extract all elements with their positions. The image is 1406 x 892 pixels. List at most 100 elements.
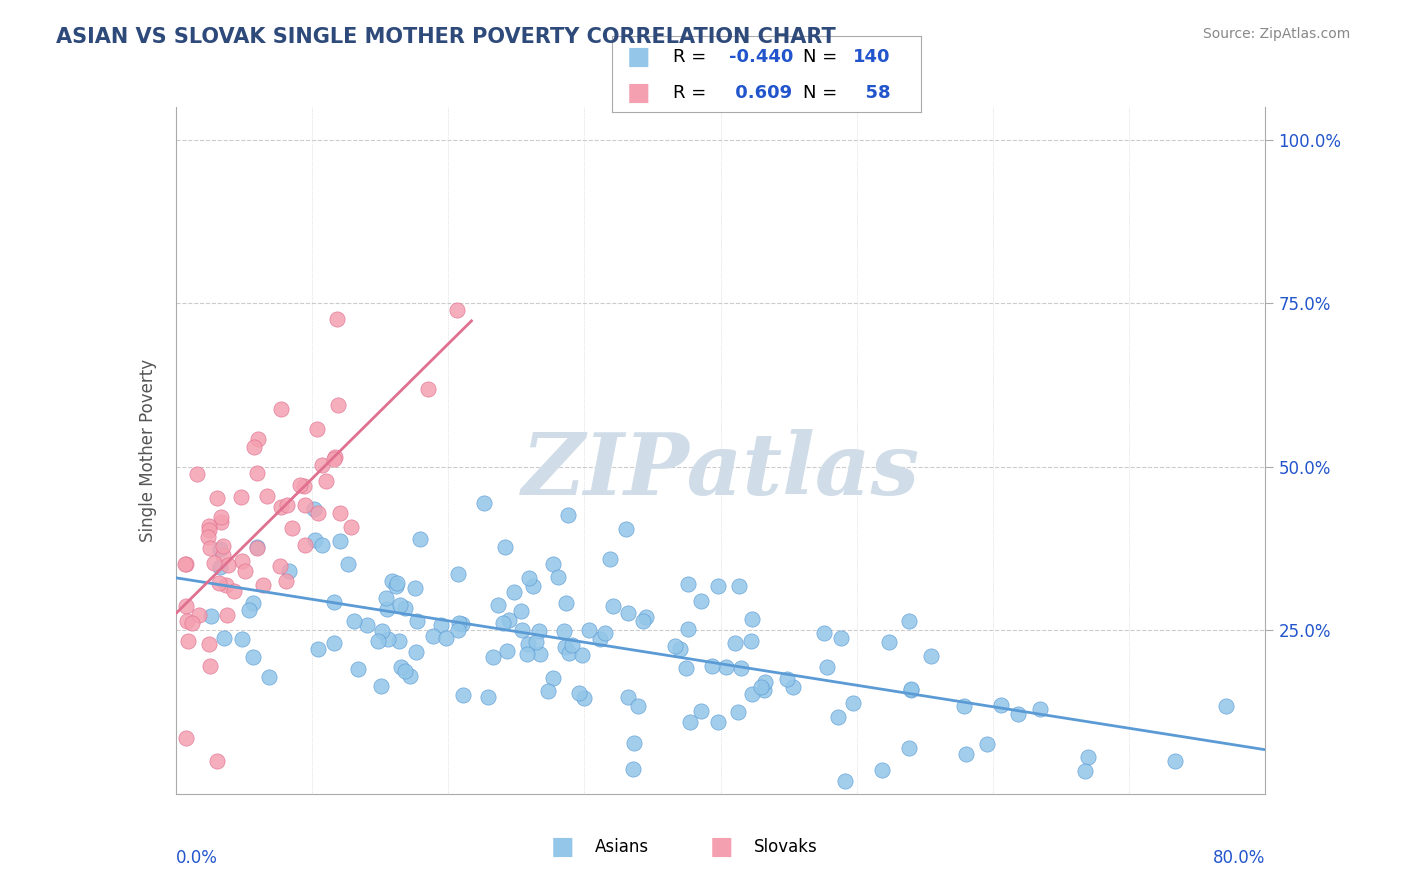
Point [634, 610, 657, 624]
Point [242, 596, 264, 610]
Point [209, 542, 232, 557]
Point [215, 578, 238, 592]
Point [522, 579, 544, 593]
Point [516, 648, 538, 662]
Point [679, 715, 702, 730]
Point [328, 534, 350, 549]
Point [707, 714, 730, 729]
Point [367, 633, 389, 648]
Point [200, 608, 222, 623]
Point [599, 551, 621, 566]
Point [486, 598, 509, 612]
Text: 0.0%: 0.0% [176, 849, 218, 867]
Point [510, 623, 533, 637]
Text: R =: R = [673, 48, 713, 66]
Y-axis label: Single Mother Poverty: Single Mother Poverty [139, 359, 157, 542]
Point [503, 584, 526, 599]
Point [416, 382, 439, 396]
Point [270, 402, 292, 417]
Point [447, 566, 470, 581]
Point [215, 608, 238, 623]
Point [541, 557, 564, 571]
Point [633, 615, 655, 629]
Text: R =: R = [673, 84, 713, 102]
Point [555, 596, 578, 610]
Point [212, 539, 235, 553]
Point [308, 642, 330, 657]
Point [198, 658, 221, 673]
Point [517, 637, 540, 651]
Point [621, 762, 644, 776]
Point [834, 773, 856, 788]
Point [174, 557, 197, 571]
Point [311, 458, 333, 472]
Point [294, 498, 316, 512]
Point [229, 490, 252, 504]
Point [623, 736, 645, 750]
Point [243, 440, 266, 454]
Point [347, 662, 370, 676]
Point [571, 648, 593, 663]
Point [388, 633, 411, 648]
Point [197, 530, 219, 544]
Point [174, 599, 197, 614]
Point [173, 558, 195, 572]
Text: 140: 140 [853, 48, 890, 66]
Point [406, 614, 429, 628]
Point [377, 632, 399, 646]
Point [706, 579, 728, 593]
Point [830, 631, 852, 645]
Point [952, 699, 974, 714]
Point [238, 603, 260, 617]
Point [547, 570, 569, 584]
Point [676, 622, 699, 636]
Point [815, 660, 838, 674]
Point [1007, 706, 1029, 721]
Point [728, 579, 751, 593]
Point [205, 754, 228, 768]
Point [990, 698, 1012, 712]
Text: ZIPatlas: ZIPatlas [522, 429, 920, 513]
Text: ASIAN VS SLOVAK SINGLE MOTHER POVERTY CORRELATION CHART: ASIAN VS SLOVAK SINGLE MOTHER POVERTY CO… [56, 27, 837, 46]
Point [451, 688, 474, 702]
Point [290, 477, 312, 491]
Point [451, 616, 474, 631]
Point [315, 474, 337, 488]
Point [281, 521, 304, 535]
Point [197, 523, 219, 537]
Point [494, 540, 516, 554]
Text: ■: ■ [710, 836, 734, 859]
Point [572, 690, 595, 705]
Point [370, 679, 392, 693]
Point [409, 532, 432, 546]
Point [434, 632, 457, 646]
Point [1163, 755, 1185, 769]
Point [326, 398, 349, 412]
Point [197, 518, 219, 533]
Point [976, 737, 998, 751]
Point [898, 740, 921, 755]
Point [209, 509, 232, 524]
Point [375, 601, 398, 615]
Point [602, 599, 624, 613]
Text: ■: ■ [551, 836, 575, 859]
Point [269, 559, 291, 574]
Text: 80.0%: 80.0% [1213, 849, 1265, 867]
Point [955, 747, 977, 761]
Point [198, 541, 221, 555]
Point [561, 638, 583, 652]
Point [231, 632, 253, 646]
Text: -0.440: -0.440 [730, 48, 793, 66]
Point [375, 591, 398, 605]
Point [554, 640, 576, 654]
Point [422, 629, 444, 643]
Point [741, 687, 763, 701]
Point [177, 633, 200, 648]
Point [325, 311, 347, 326]
Point [174, 731, 197, 745]
Point [898, 614, 921, 628]
Point [492, 615, 515, 630]
Point [186, 467, 208, 481]
Point [675, 661, 697, 675]
Point [217, 558, 239, 572]
